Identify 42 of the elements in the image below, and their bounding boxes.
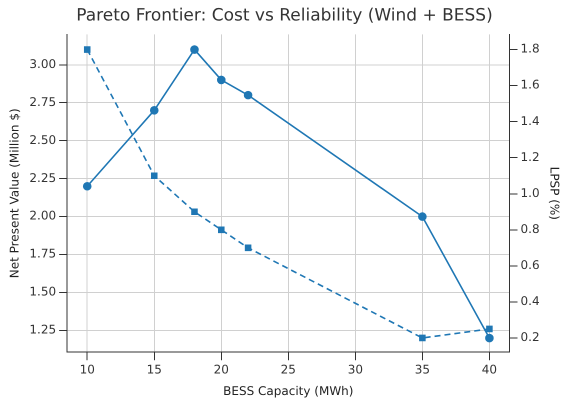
- point: [485, 334, 494, 342]
- point: [150, 172, 158, 179]
- y2-tick-label: 0.8: [520, 222, 540, 236]
- point: [82, 182, 92, 191]
- y2-axis-title: LPSP (%): [548, 166, 562, 220]
- point: [150, 106, 159, 115]
- x-tick-label: 35: [414, 362, 430, 377]
- y2-tick-label: 1.4: [520, 114, 540, 128]
- point: [216, 76, 226, 84]
- y-tick-label: 1.25: [29, 322, 56, 337]
- y-tick-label: 2.25: [29, 170, 56, 185]
- point: [418, 212, 427, 221]
- point: [486, 326, 493, 332]
- y2-tick-label: 1.0: [520, 186, 540, 200]
- x-tick-label: 15: [146, 362, 162, 377]
- y-axis-title: Net Present Value (Million $): [7, 108, 22, 278]
- y2-tick-label: 1.8: [520, 42, 540, 56]
- y-tick-label: 2.75: [29, 94, 56, 109]
- point: [84, 46, 91, 53]
- y-tick-label: 1.75: [29, 246, 56, 261]
- x-tick-label: 40: [482, 362, 498, 377]
- point: [191, 208, 198, 216]
- x-tick-label: 25: [280, 362, 296, 377]
- y2-tick-label: 1.6: [520, 78, 540, 92]
- x-tick-label: 30: [348, 362, 363, 377]
- y2-tick-label: 0.2: [520, 330, 540, 344]
- chart-title: Pareto Frontier: Cost vs Reliability (Wind + BESS): [76, 6, 493, 26]
- point: [244, 90, 252, 100]
- y2-tick-label: 0.4: [520, 294, 540, 308]
- y2-tick-label: 1.2: [520, 150, 540, 164]
- x-tick-label: 20: [214, 362, 229, 377]
- point: [218, 226, 225, 234]
- y2-tick-label: 0.6: [520, 258, 540, 272]
- x-tick-label: 10: [80, 362, 95, 377]
- x-axis-title: BESS Capacity (MWh): [223, 384, 354, 398]
- y-tick-label: 3.00: [29, 56, 56, 71]
- y-tick-label: 1.50: [29, 284, 56, 299]
- y-tick-label: 2.50: [29, 132, 56, 147]
- point: [419, 334, 426, 342]
- y-tick-label: 2.00: [29, 208, 56, 223]
- point: [244, 244, 252, 252]
- point: [190, 45, 199, 54]
